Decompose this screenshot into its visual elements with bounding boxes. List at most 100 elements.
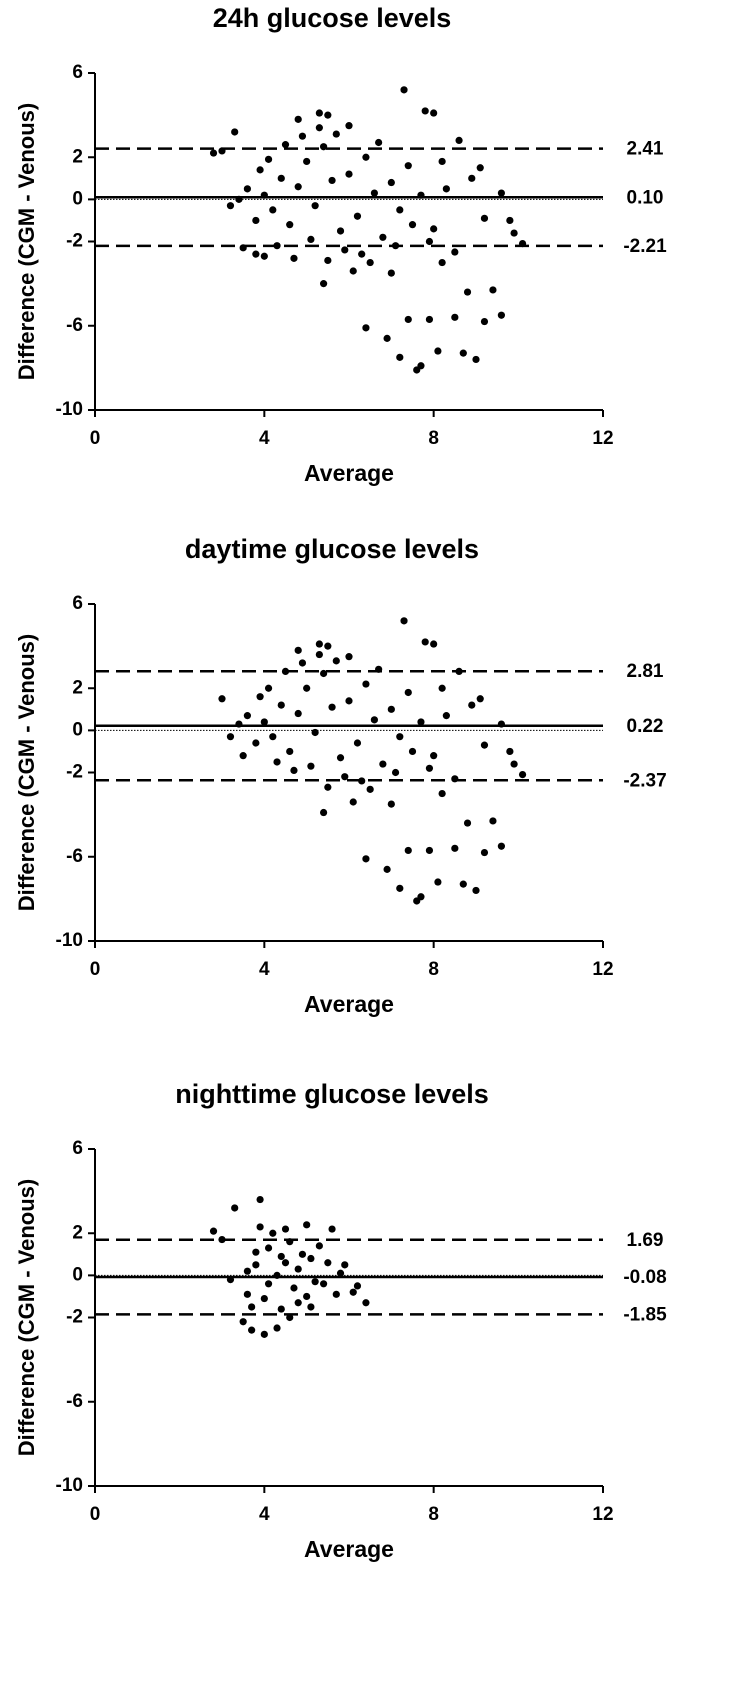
point	[476, 164, 484, 172]
point	[324, 642, 332, 650]
point	[438, 157, 446, 166]
point	[463, 819, 472, 827]
point	[328, 176, 336, 185]
point	[404, 162, 412, 170]
point	[362, 1299, 370, 1307]
point	[387, 800, 395, 808]
x-tick-label: 8	[428, 428, 439, 449]
point	[328, 1225, 336, 1233]
point	[358, 250, 366, 258]
y-axis-label: Difference (CGM - Venous)	[14, 634, 39, 911]
point	[260, 252, 268, 260]
point	[277, 1305, 285, 1313]
point	[269, 733, 277, 741]
point	[256, 1223, 264, 1231]
point	[252, 1261, 260, 1269]
point	[328, 703, 336, 711]
point	[425, 846, 434, 855]
point	[260, 1294, 268, 1303]
y-tick-label: -10	[56, 399, 83, 420]
y-tick-label: -10	[56, 930, 83, 951]
point	[290, 766, 298, 774]
y-tick-label: -10	[56, 1475, 83, 1496]
point	[264, 684, 273, 692]
point	[286, 1313, 294, 1322]
point	[311, 1278, 319, 1286]
point	[243, 712, 251, 720]
point	[252, 739, 260, 747]
mean-label: 0.22	[627, 716, 664, 737]
point	[226, 202, 235, 210]
point	[281, 1259, 290, 1267]
y-tick-label: 2	[72, 677, 83, 698]
point	[404, 688, 412, 697]
point	[277, 701, 285, 709]
point	[307, 762, 315, 770]
point	[324, 111, 332, 119]
x-tick-label: 4	[259, 1504, 270, 1525]
point	[497, 311, 505, 319]
y-tick-label: 0	[72, 188, 83, 209]
point	[353, 1282, 362, 1290]
point	[252, 250, 260, 258]
x-tick-label: 0	[90, 428, 101, 449]
point	[336, 754, 345, 762]
y-tick-label: 2	[72, 146, 83, 167]
point	[387, 705, 395, 713]
point	[408, 747, 417, 756]
point	[383, 334, 391, 342]
point	[303, 684, 311, 692]
point	[294, 1299, 302, 1307]
point	[320, 1280, 328, 1288]
point	[353, 212, 362, 220]
point	[396, 353, 404, 361]
point	[294, 646, 302, 654]
point	[320, 808, 328, 817]
point	[396, 206, 404, 214]
point	[315, 124, 323, 132]
y-tick-label: 6	[72, 593, 83, 614]
point	[438, 258, 446, 267]
point	[404, 846, 412, 855]
point	[510, 229, 518, 237]
chart-title: 24h glucose levels	[213, 3, 452, 33]
point	[336, 227, 345, 235]
point	[290, 254, 298, 262]
point	[307, 1303, 315, 1311]
point	[451, 844, 459, 852]
point	[434, 878, 442, 886]
point	[349, 1288, 357, 1296]
point	[286, 221, 294, 229]
point	[286, 747, 294, 756]
point	[489, 286, 497, 294]
point	[345, 122, 353, 130]
upper-label: 1.69	[627, 1230, 664, 1251]
point	[349, 798, 357, 806]
point	[379, 233, 387, 241]
point	[510, 760, 518, 768]
point	[396, 884, 404, 892]
point	[307, 235, 315, 243]
point	[341, 773, 349, 781]
point	[345, 653, 353, 661]
lower-label: -2.37	[623, 770, 666, 791]
point	[349, 267, 357, 275]
y-tick-label: -6	[66, 846, 83, 867]
point	[451, 248, 459, 256]
point	[421, 638, 429, 646]
point	[248, 1303, 256, 1311]
point	[315, 650, 323, 659]
point	[417, 718, 425, 726]
point	[324, 256, 332, 265]
point	[480, 741, 489, 749]
point	[366, 785, 374, 793]
point	[324, 783, 332, 791]
lower-label: -2.21	[623, 236, 667, 257]
point	[341, 246, 349, 254]
point	[370, 716, 378, 724]
y-tick-label: -2	[66, 231, 83, 252]
point	[370, 189, 378, 197]
y-tick-label: -6	[66, 315, 83, 336]
point	[379, 760, 387, 768]
y-tick-label: 0	[72, 719, 83, 740]
